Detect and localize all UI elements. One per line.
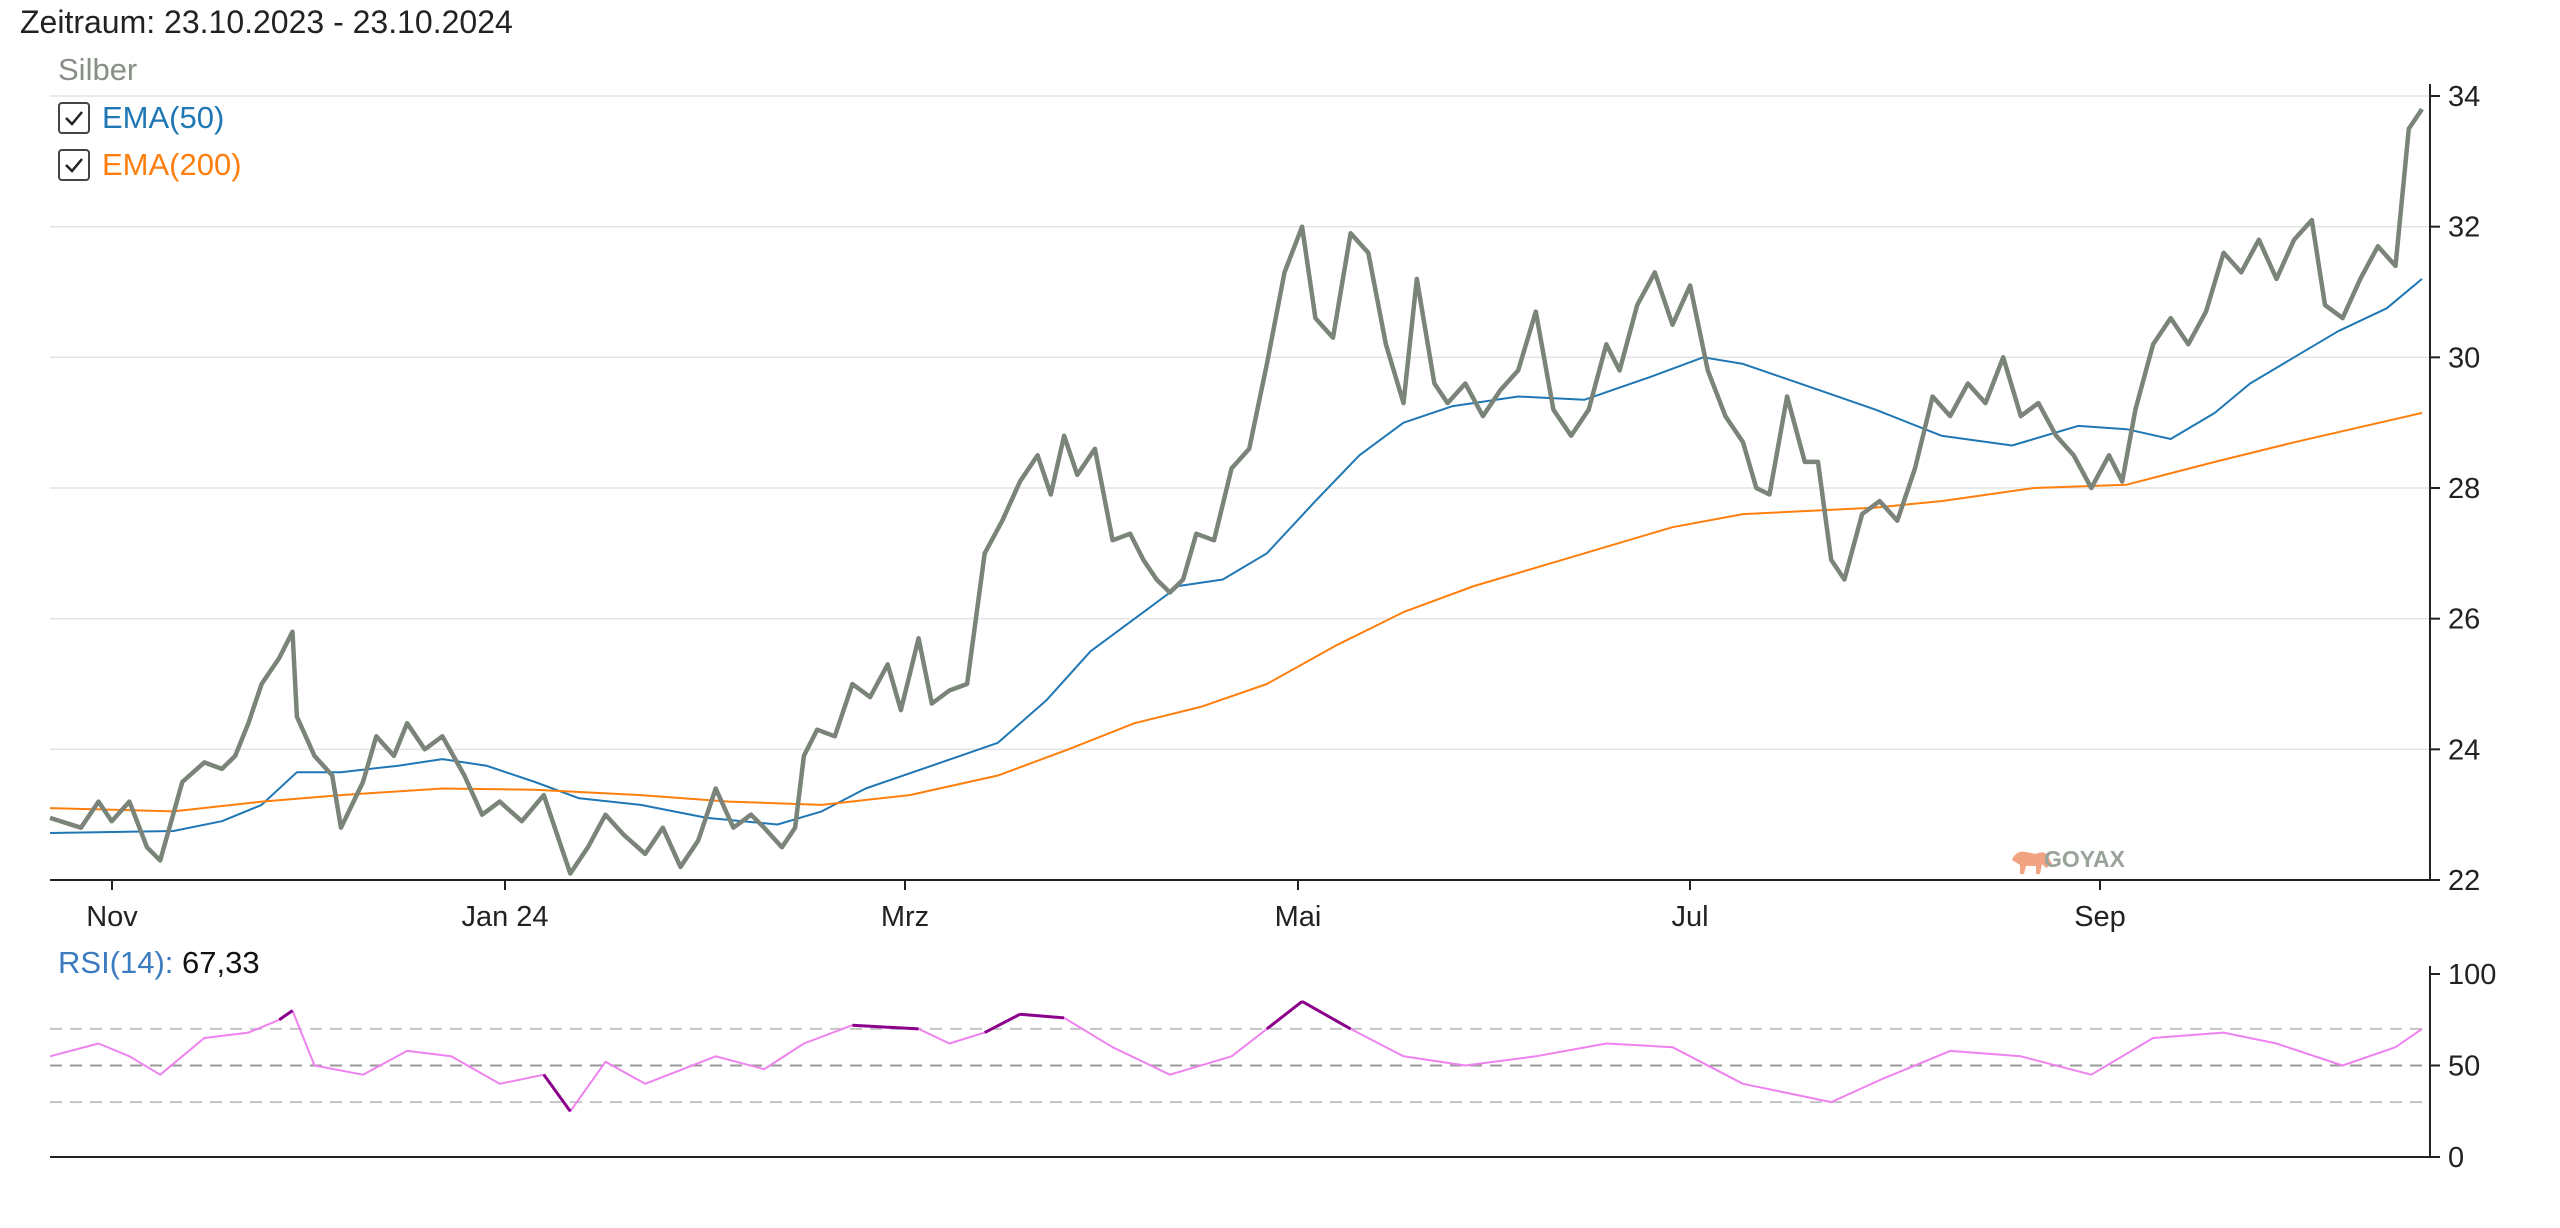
price-y-tick-label: 28 (2448, 473, 2480, 505)
price-y-tick-label: 24 (2448, 734, 2480, 766)
price-y-tick-label: 32 (2448, 212, 2480, 244)
check-icon (65, 111, 83, 126)
legend-item-ema200[interactable]: EMA(200) (58, 147, 242, 183)
price-x-tick-label: Sep (2074, 901, 2126, 933)
price-x-tick-label: Jul (1671, 901, 1708, 933)
rsi-value: 67,33 (182, 945, 260, 980)
price-x-tick-label: Nov (86, 901, 138, 933)
ema50-checkbox[interactable] (58, 102, 90, 134)
legend-series-main: Silber (58, 52, 138, 87)
price-x-tick-label: Jan 24 (461, 901, 548, 933)
rsi-y-tick-label: 50 (2448, 1051, 2480, 1083)
price-y-tick-label: 30 (2448, 342, 2480, 374)
rsi-label: RSI(14): (58, 945, 174, 980)
rsi-extreme-segment (852, 1023, 919, 1031)
watermark-text: GOYAX (2044, 846, 2126, 872)
rsi-extreme-segment (542, 1073, 572, 1113)
ema50-line (49, 278, 2423, 834)
price-y-tick-label: 34 (2448, 81, 2480, 113)
price-y-tick-label: 26 (2448, 604, 2480, 636)
check-icon (65, 158, 83, 173)
rsi-extreme-segment (984, 1012, 1021, 1034)
rsi-legend: RSI(14): 67,33 (58, 945, 260, 981)
price-grid (50, 95, 2430, 751)
price-x-tick-label: Mai (1275, 901, 1322, 933)
legend-item-ema50[interactable]: EMA(50) (58, 100, 224, 136)
rsi-extreme-segment (1301, 1000, 1352, 1031)
rsi-series (49, 1000, 2423, 1113)
ema50-label: EMA(50) (102, 100, 225, 135)
rsi-y-tick-label: 0 (2448, 1142, 2464, 1174)
goyax-watermark: GOYAX (2012, 846, 2126, 874)
ema200-line (49, 411, 2423, 813)
rsi-extreme-segment (1265, 1000, 1304, 1031)
chart-period-title: Zeitraum: 23.10.2023 - 23.10.2024 (20, 4, 513, 40)
rsi-grid (50, 1027, 2430, 1104)
ema200-checkbox[interactable] (58, 149, 90, 181)
rsi-extreme-segment (1019, 1012, 1065, 1020)
price-series (49, 107, 2424, 876)
price-axis: 22 24 26 28 30 32 34 Nov Jan 24 Mrz Mai Jul Sep (50, 81, 2480, 933)
bull-logo-icon (2012, 851, 2052, 874)
rsi-axis: 0 50 100 (50, 959, 2496, 1174)
rsi-y-tick-label: 100 (2448, 959, 2496, 991)
ema200-label: EMA(200) (102, 147, 242, 182)
rsi-line (49, 1000, 2423, 1113)
silber-price-line (49, 107, 2424, 876)
price-x-tick-label: Mrz (881, 901, 929, 933)
price-y-tick-label: 22 (2448, 865, 2480, 897)
rsi-extreme-segment (278, 1009, 294, 1021)
